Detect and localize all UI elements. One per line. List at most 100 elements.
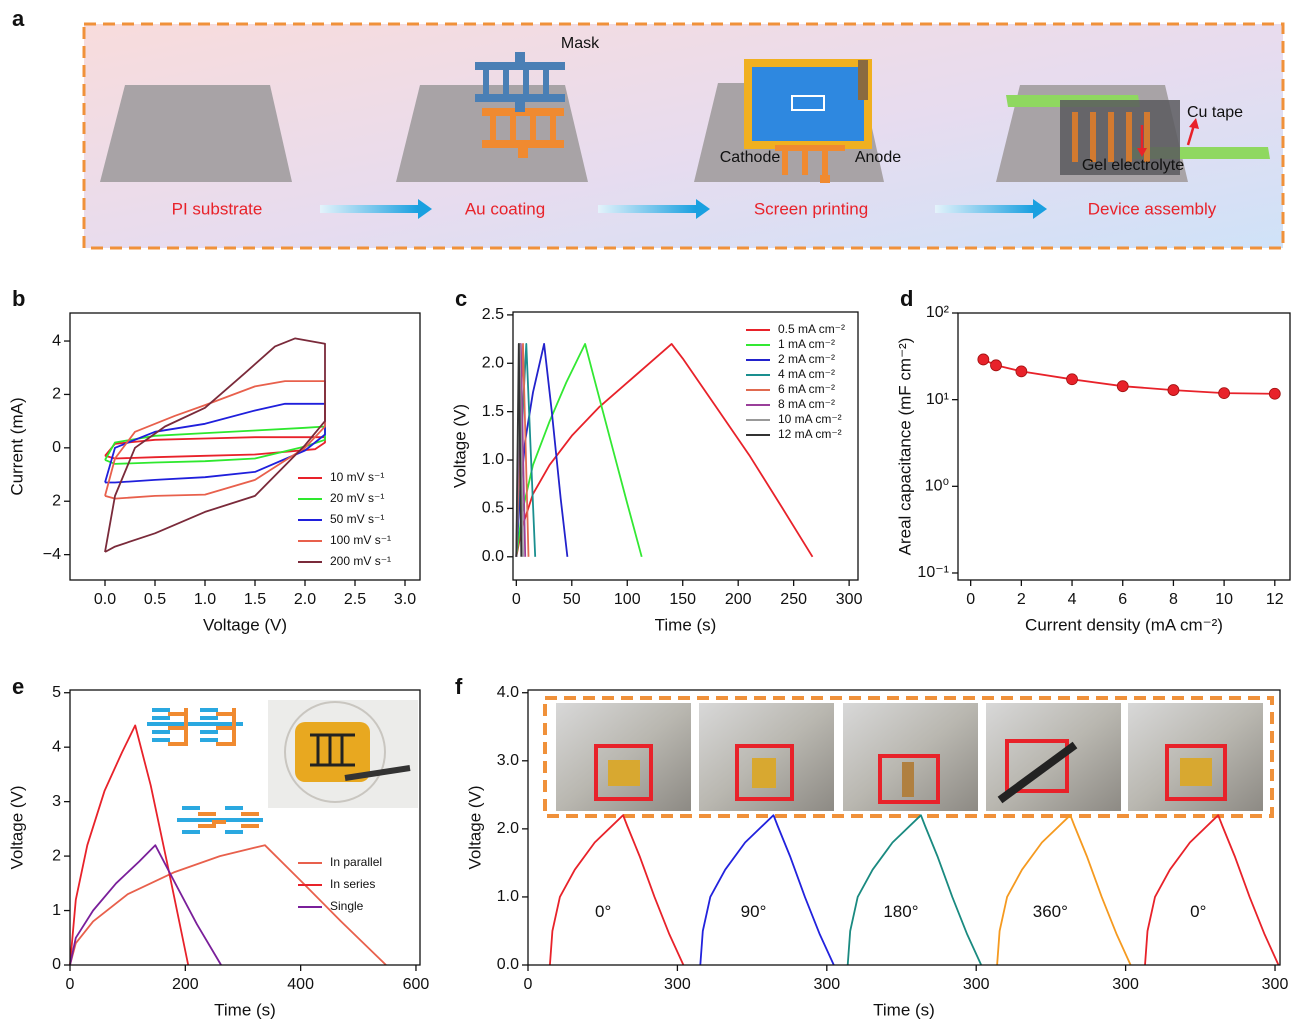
x-tick-label: 2 — [1017, 591, 1026, 608]
x-axis-label: Time (s) — [873, 1000, 935, 1019]
y-tick-label: 1.0 — [497, 888, 519, 905]
cu-tape-label: Cu tape — [1187, 104, 1243, 121]
x-tick-label: 6 — [1118, 591, 1127, 608]
x-tick-label: 2.5 — [344, 591, 366, 608]
step-label: PI substrate — [172, 199, 263, 218]
series-label: 90° — [741, 902, 767, 921]
y-tick-label: 10⁻¹ — [917, 564, 949, 581]
data-point — [1219, 388, 1230, 399]
series-label: 360° — [1033, 902, 1068, 921]
x-tick-label: 300 — [963, 976, 990, 993]
x-tick-label: 0 — [66, 976, 75, 993]
series-line — [700, 815, 834, 965]
y-tick-label: 0.5 — [482, 500, 504, 517]
panel-label: c — [455, 286, 467, 311]
legend-label: 0.5 mA cm⁻² — [778, 322, 845, 336]
legend-label: 10 mV s⁻¹ — [330, 470, 384, 484]
x-tick-label: 0 — [524, 976, 533, 993]
data-point — [1269, 388, 1280, 399]
panel-label: f — [455, 674, 463, 699]
x-tick-label: 1.0 — [194, 591, 216, 608]
legend-label: 4 mA cm⁻² — [778, 367, 835, 381]
legend-label: Single — [330, 899, 364, 913]
x-tick-label: 400 — [287, 976, 314, 993]
anode-label: Anode — [855, 149, 901, 166]
y-axis-label: Voltage (V) — [465, 785, 484, 869]
data-point — [1117, 381, 1128, 392]
y-axis-label: Voltage (V) — [7, 785, 26, 869]
series-line — [550, 815, 684, 965]
y-tick-label: 3.0 — [497, 752, 519, 769]
inset-photo — [268, 700, 418, 808]
x-tick-label: 200 — [725, 591, 752, 608]
y-tick-label: 2 — [52, 492, 61, 509]
y-tick-label: 2.0 — [482, 354, 504, 371]
x-axis-label: Time (s) — [214, 1000, 276, 1019]
y-tick-label: 2.5 — [482, 306, 504, 323]
series-icon — [147, 708, 243, 746]
y-tick-label: 4.0 — [497, 684, 519, 701]
legend-label: 50 mV s⁻¹ — [330, 512, 384, 526]
y-axis-label: Current (mA) — [7, 397, 26, 495]
series-line — [516, 344, 641, 557]
data-point — [1016, 366, 1027, 377]
legend-label: In series — [330, 877, 375, 891]
data-point — [1067, 374, 1078, 385]
data-point — [978, 354, 989, 365]
y-tick-label: 2 — [52, 847, 61, 864]
x-tick-label: 4 — [1068, 591, 1077, 608]
x-tick-label: 300 — [1112, 976, 1139, 993]
y-tick-label: 10¹ — [926, 391, 949, 408]
series-label: 0° — [1190, 902, 1206, 921]
data-point — [1168, 385, 1179, 396]
legend-label: 2 mA cm⁻² — [778, 352, 835, 366]
x-tick-label: 2.0 — [294, 591, 316, 608]
x-tick-label: 0.0 — [94, 591, 116, 608]
x-tick-label: 300 — [813, 976, 840, 993]
legend-label: 12 mA cm⁻² — [778, 427, 842, 441]
legend-label: 100 mV s⁻¹ — [330, 533, 391, 547]
y-tick-label: 10² — [926, 304, 950, 321]
x-tick-label: 0.5 — [144, 591, 166, 608]
x-axis-label: Current density (mA cm⁻²) — [1025, 615, 1223, 634]
y-tick-label: 0 — [52, 956, 61, 973]
series-line — [983, 360, 1275, 394]
y-tick-label: 0 — [52, 439, 61, 456]
x-tick-label: 0 — [966, 591, 975, 608]
legend-label: 200 mV s⁻¹ — [330, 554, 391, 568]
x-tick-label: 0 — [512, 591, 521, 608]
figure: a Mask Cathode Anode Cu tape Gel electro… — [0, 0, 1295, 1019]
y-tick-label: 3 — [52, 793, 61, 810]
x-tick-label: 3.0 — [394, 591, 416, 608]
series-label: 0° — [595, 902, 611, 921]
plot-frame — [958, 313, 1290, 580]
data-point — [991, 360, 1002, 371]
legend-label: 20 mV s⁻¹ — [330, 491, 384, 505]
y-tick-label: 10⁰ — [925, 478, 949, 495]
y-tick-label: 1.0 — [482, 451, 504, 468]
y-tick-label: 5 — [52, 684, 61, 701]
series-label: 180° — [883, 902, 918, 921]
x-tick-label: 300 — [836, 591, 863, 608]
x-tick-label: 8 — [1169, 591, 1178, 608]
x-tick-label: 150 — [669, 591, 696, 608]
series-line — [1145, 815, 1279, 965]
panel-label: b — [12, 286, 25, 311]
panel-label: a — [12, 6, 25, 31]
legend-label: 6 mA cm⁻² — [778, 382, 835, 396]
panel-label: e — [12, 674, 24, 699]
page: a Mask Cathode Anode Cu tape Gel electro… — [0, 0, 1295, 1019]
x-tick-label: 1.5 — [244, 591, 266, 608]
mask-label: Mask — [561, 35, 600, 52]
y-tick-label: −4 — [43, 546, 61, 563]
y-axis-label: Voltage (V) — [450, 404, 469, 488]
x-tick-label: 12 — [1266, 591, 1284, 608]
parallel-icon — [177, 806, 263, 834]
step-label: Device assembly — [1088, 199, 1217, 218]
x-tick-label: 10 — [1215, 591, 1233, 608]
x-tick-label: 300 — [664, 976, 691, 993]
legend-label: 10 mA cm⁻² — [778, 412, 842, 426]
series-line — [848, 815, 982, 965]
x-tick-label: 250 — [780, 591, 807, 608]
x-tick-label: 600 — [403, 976, 430, 993]
